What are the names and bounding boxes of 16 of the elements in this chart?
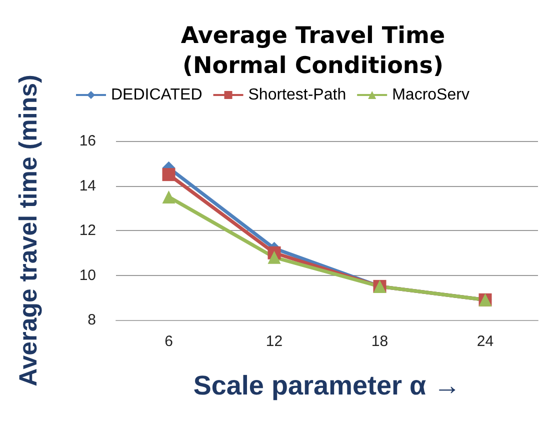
chart-title: Average Travel Time (Normal Conditions): [180, 23, 446, 79]
point: [162, 168, 176, 182]
y-axis-title: Average travel time (mins): [14, 74, 42, 386]
legend-label: Shortest-Path: [248, 86, 346, 104]
x-tick-label: 24: [476, 333, 494, 350]
x-tick-label: 18: [371, 333, 388, 350]
y-tick-label: 8: [88, 312, 96, 328]
legend-label: MacroServ: [392, 86, 470, 104]
x-axis-title: Scale parameter α →: [193, 370, 461, 400]
y-tick-label: 12: [79, 222, 96, 239]
y-tick-label: 10: [79, 266, 96, 284]
x-tick-label: 12: [266, 333, 283, 350]
y-tick-label: 14: [79, 177, 96, 194]
legend-label: DEDICATED: [111, 86, 202, 104]
y-tick-label: 16: [79, 132, 96, 150]
x-tick-label: 6: [164, 333, 173, 350]
